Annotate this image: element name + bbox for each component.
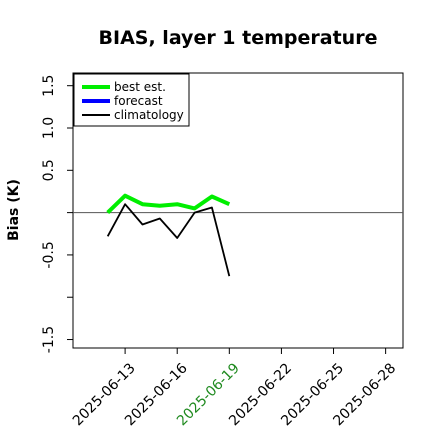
y-tick-label: -1.5: [41, 326, 57, 353]
series-line-best-est: [106, 193, 231, 215]
legend-label-best-est: best est.: [114, 80, 166, 94]
chart-title: BIAS, layer 1 temperature: [99, 27, 378, 49]
y-tick-label: 0.5: [41, 159, 57, 181]
y-tick-label: 1.5: [41, 75, 57, 97]
series-line-climatology: [106, 203, 231, 277]
x-axis: 2025-06-132025-06-162025-06-192025-06-22…: [70, 348, 399, 429]
y-tick-label: -0.5: [41, 241, 57, 268]
legend-label-climatology: climatology: [114, 108, 184, 122]
y-axis: -1.5 -0.5 0.5 1.0 1.5: [41, 75, 73, 353]
series-group: [106, 193, 231, 277]
y-axis-label: Bias (K): [6, 179, 22, 241]
legend: best est. forecast climatology: [73, 73, 190, 127]
legend-label-forecast: forecast: [114, 94, 163, 108]
y-tick-label: 1.0: [41, 117, 57, 139]
